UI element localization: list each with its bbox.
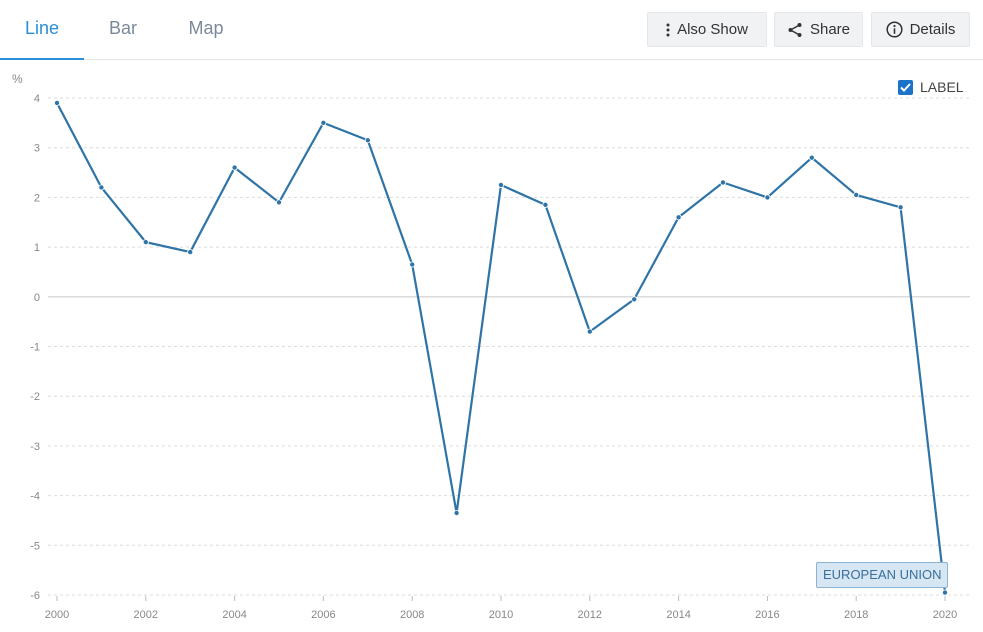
data-point [897,204,904,211]
x-tick-label: 2008 [400,609,424,621]
y-tick-label: 3 [34,143,40,155]
label-checkbox[interactable] [898,79,913,95]
y-tick-label: 4 [34,93,40,105]
x-tick-label: 2002 [134,609,158,621]
also-show-button[interactable]: Also Show [647,12,767,47]
data-point [808,154,815,161]
tab-map[interactable]: Map [188,18,224,38]
tab-bar[interactable]: Bar [108,18,137,38]
data-point [231,164,238,171]
data-point [453,509,460,516]
label-toggle-text: LABEL [920,79,964,95]
x-tick-label: 2020 [933,609,957,621]
label-toggle[interactable]: LABEL [898,79,964,95]
data-point [364,137,371,144]
x-tick-label: 2010 [489,609,513,621]
data-point [320,119,327,126]
data-point [720,179,727,186]
series-label-badge: EUROPEAN UNION [816,562,949,588]
tab-line[interactable]: Line [0,0,84,60]
y-axis-label: % [12,72,23,86]
y-tick-label: -6 [30,590,40,602]
y-tick-label: -3 [30,441,40,453]
details-label: Details [909,21,956,38]
data-point [142,239,149,246]
y-tick-label: -2 [30,391,40,403]
data-point [542,201,549,208]
data-point [275,199,282,206]
data-point [98,184,105,191]
data-point [764,194,771,201]
x-tick-label: 2014 [666,609,690,621]
data-point [675,214,682,221]
data-point [187,249,194,256]
data-point [631,296,638,303]
also-show-label: Also Show [677,21,748,38]
x-tick-label: 2006 [311,609,335,621]
y-tick-label: -5 [30,540,40,552]
data-point [942,589,949,596]
share-button[interactable]: Share [774,12,863,47]
chart-toolbar: Line Bar Map Also Show Share Details [0,0,983,60]
data-point [409,261,416,268]
data-point [853,191,860,198]
y-tick-label: 0 [34,292,40,304]
y-tick-label: 1 [34,242,40,254]
y-tick-label: -4 [30,491,40,503]
data-point [586,328,593,335]
data-point [497,181,504,188]
info-icon [886,21,903,38]
x-tick-label: 2018 [844,609,868,621]
share-label: Share [809,21,851,38]
share-icon [788,22,802,37]
details-button[interactable]: Details [871,12,970,47]
y-tick-label: 2 [34,192,40,204]
checkmark-icon [900,82,911,92]
x-tick-label: 2004 [222,609,246,621]
data-point [54,99,61,106]
more-vertical-icon [666,23,670,36]
x-tick-label: 2012 [578,609,602,621]
y-tick-label: -1 [30,342,40,354]
series-line [56,102,947,593]
x-tick-label: 2000 [45,609,69,621]
x-tick-label: 2016 [755,609,779,621]
